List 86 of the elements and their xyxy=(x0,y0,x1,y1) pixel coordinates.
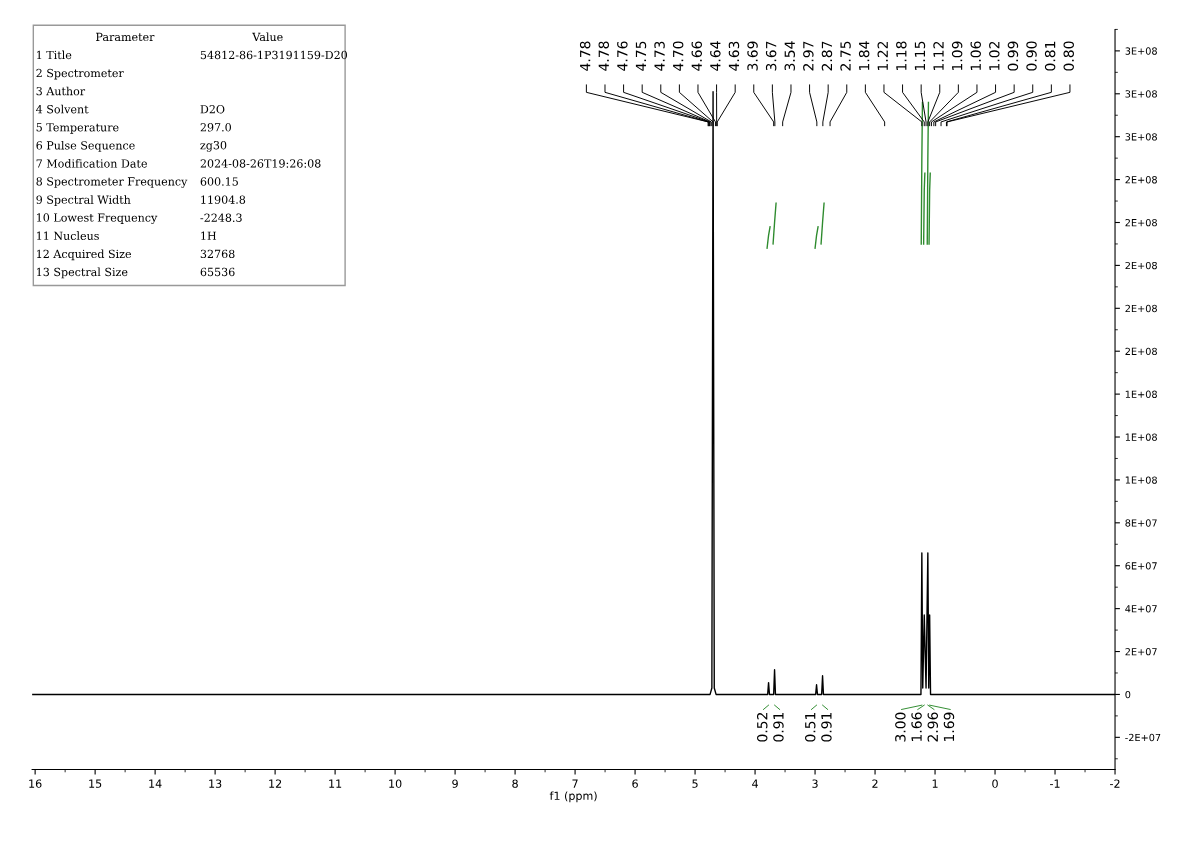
y-tick-label: 1E+08 xyxy=(1125,433,1157,441)
annotation: 0.52 xyxy=(756,712,768,742)
annotation: 4.73 xyxy=(654,41,665,71)
x-tick-label: 3 xyxy=(812,779,818,788)
y-tick-label: 3E+08 xyxy=(1125,133,1157,141)
y-tick-label: 3E+08 xyxy=(1125,47,1157,55)
annotation: 4.75 xyxy=(635,41,647,71)
annotation: 4.63 xyxy=(728,41,740,71)
annotation: 1.12 xyxy=(933,41,944,70)
annotation: 8 Spectrometer Frequency 600.15 xyxy=(36,177,238,188)
x-tick-label: 4 xyxy=(752,779,758,788)
text: 10 Lowest Frequency -2248.3 xyxy=(37,213,242,225)
annotation: 2 Spectrometer xyxy=(36,68,124,80)
y-tick-label: 0 xyxy=(1125,690,1131,699)
text: 11 Nucleus 1H xyxy=(37,231,217,240)
annotation: 1.09 xyxy=(951,41,963,70)
y-tick-label: 2E+08 xyxy=(1125,347,1157,356)
text: 13 Spectral Size 65536 xyxy=(37,267,235,279)
annotation: 1.18 xyxy=(896,41,907,70)
annotation: 1.06 xyxy=(970,41,981,70)
x-tick-label: 9 xyxy=(452,779,458,788)
x-tick-label: -2 xyxy=(1110,779,1120,788)
annotation: 4.64 xyxy=(710,41,721,71)
y-tick-label: 3E+08 xyxy=(1125,90,1157,98)
x-tick-label: -1 xyxy=(1050,779,1060,788)
x-axis-title: f1 (ppm) xyxy=(549,791,597,803)
annotation: 2.87 xyxy=(821,41,833,71)
annotation: 3.00 xyxy=(895,712,906,742)
x-tick-label: 2 xyxy=(872,779,878,788)
annotation: 0.80 xyxy=(1063,41,1074,71)
x-tick-label: 6 xyxy=(632,779,638,788)
annotation: 4.70 xyxy=(672,41,684,71)
annotation: 3.69 xyxy=(747,41,758,71)
text: Parameter Value xyxy=(96,32,283,42)
annotation: 4.76 xyxy=(617,41,628,71)
x-tick-label: 10 xyxy=(389,779,402,788)
text: 12 Acquired Size 32768 xyxy=(37,249,235,261)
y-tick-label: 8E+07 xyxy=(1125,519,1157,527)
annotation: 4.78 xyxy=(598,41,610,71)
x-tick-label: 1 xyxy=(932,779,938,788)
annotation: 0.99 xyxy=(1007,41,1019,71)
x-tick-label: 12 xyxy=(269,779,282,788)
annotation: 1.69 xyxy=(943,712,955,741)
annotation: 2.97 xyxy=(803,41,814,71)
annotation: 1.15 xyxy=(914,41,926,70)
annotation: 3.67 xyxy=(765,41,777,71)
text: 9 Spectral Width 11904.8 xyxy=(36,195,246,206)
x-tick-label: 11 xyxy=(329,779,342,788)
y-tick-label: 1E+08 xyxy=(1125,476,1157,484)
x-tick-label: 13 xyxy=(209,779,222,788)
y-tick-label: 1E+08 xyxy=(1125,390,1157,398)
annotation: 2.96 xyxy=(927,712,939,742)
annotation: 0.51 xyxy=(804,712,816,742)
x-tick-label: 14 xyxy=(149,779,162,788)
y-tick-label: 2E+08 xyxy=(1125,218,1157,227)
x-tick-label: 8 xyxy=(512,779,518,788)
text: 7 Modification Date 2024-08-26T19:26:08 xyxy=(36,159,321,168)
x-tick-label: 15 xyxy=(89,779,102,788)
annotation: 1.22 xyxy=(877,41,888,70)
y-tick-label: 2E+08 xyxy=(1125,176,1157,184)
annotation: 0.91 xyxy=(773,712,784,742)
y-tick-label: 6E+07 xyxy=(1125,562,1157,570)
annotation: 2.75 xyxy=(840,41,851,71)
y-tick-label: 2E+08 xyxy=(1125,304,1157,313)
annotation: 4.78 xyxy=(579,41,591,71)
text: 5 Temperature 297.0 xyxy=(36,123,231,134)
x-tick-label: 0 xyxy=(992,779,998,788)
text: 1 Title 54812-86-1P3191159-D20 xyxy=(37,50,348,60)
annotation: 0.91 xyxy=(821,712,832,742)
y-tick-label: 2E+08 xyxy=(1125,261,1157,270)
annotation: 1.02 xyxy=(989,41,1000,70)
y-tick-label: -2E+07 xyxy=(1125,733,1161,742)
text: 6 Pulse Sequence zg30 xyxy=(36,140,227,152)
y-tick-label: 4E+07 xyxy=(1125,605,1157,613)
annotation: 3.54 xyxy=(784,41,795,71)
annotation: 3 Author xyxy=(36,86,86,96)
y-tick-label: 2E+07 xyxy=(1125,648,1157,656)
text: 4 Solvent D2O xyxy=(36,104,225,114)
annotation: 1.66 xyxy=(911,712,922,741)
annotation: 4.66 xyxy=(691,41,703,71)
annotation: 0.81 xyxy=(1044,41,1056,71)
x-tick-label: 7 xyxy=(572,779,578,788)
annotation: 1.84 xyxy=(858,41,870,70)
annotation: 0.90 xyxy=(1026,41,1037,71)
x-tick-label: 5 xyxy=(692,779,698,788)
x-tick-label: 16 xyxy=(29,779,42,788)
